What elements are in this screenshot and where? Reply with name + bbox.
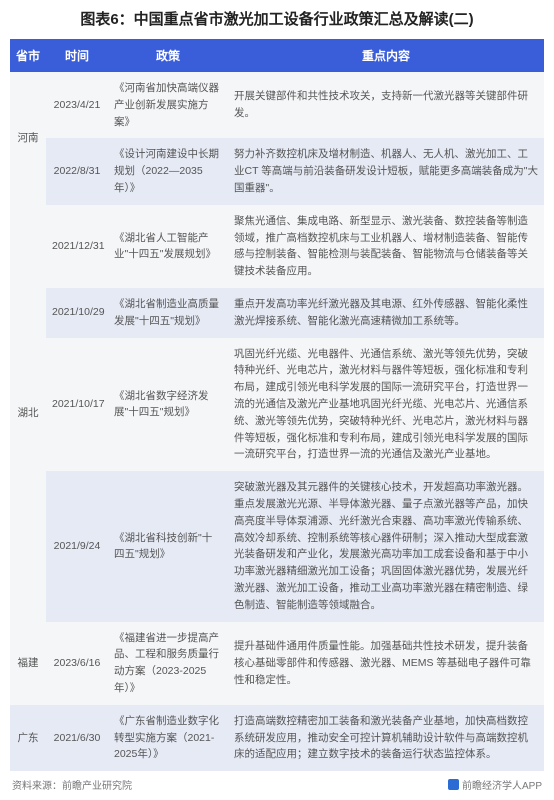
cell-province: 广东 <box>10 705 46 771</box>
cell-province: 福建 <box>10 622 46 705</box>
col-header-date: 时间 <box>46 39 108 72</box>
col-header-content: 重点内容 <box>228 39 544 72</box>
cell-content: 努力补齐数控机床及增材制造、机器人、无人机、激光加工、工业CT 等高端与前沿装备… <box>228 138 544 204</box>
cell-date: 2021/6/30 <box>46 705 108 771</box>
table-row: 2022/8/31《设计河南建设中长期规划（2022—2035年）》努力补齐数控… <box>10 138 544 204</box>
table-row: 福建2023/6/16《福建省进一步提高产品、工程和服务质量行动方案（2023-… <box>10 622 544 705</box>
cell-date: 2021/10/29 <box>46 288 108 338</box>
header-row: 省市 时间 政策 重点内容 <box>10 39 544 72</box>
cell-content: 巩固光纤光缆、光电器件、光通信系统、激光等领先优势，突破特种光纤、光电芯片，激光… <box>228 338 544 472</box>
cell-content: 提升基础件通用件质量性能。加强基础共性技术研发，提升装备核心基础零部件和传感器、… <box>228 622 544 705</box>
col-header-province: 省市 <box>10 39 46 72</box>
cell-date: 2023/6/16 <box>46 622 108 705</box>
brand-logo-icon <box>448 779 459 790</box>
cell-content: 聚焦光通信、集成电路、新型显示、激光装备、数控装备等制造领域，推广高档数控机床与… <box>228 205 544 288</box>
footer-brand: 前瞻经济学人APP <box>448 777 542 792</box>
footer: 资料来源：前瞻产业研究院 前瞻经济学人APP <box>10 777 544 792</box>
cell-content: 突破激光器及其元器件的关键核心技术，开发超高功率激光器。重点发展激光光源、半导体… <box>228 471 544 621</box>
policy-table: 省市 时间 政策 重点内容 河南2023/4/21《河南省加快高端仪器产业创新发… <box>10 39 544 771</box>
cell-policy: 《湖北省制造业高质量发展"十四五"规划》 <box>108 288 228 338</box>
cell-date: 2021/10/17 <box>46 338 108 472</box>
table-row: 河南2023/4/21《河南省加快高端仪器产业创新发展实施方案》开展关键部件和共… <box>10 72 544 138</box>
footer-source: 资料来源：前瞻产业研究院 <box>12 777 132 792</box>
cell-policy: 《湖北省数字经济发展"十四五"规划》 <box>108 338 228 472</box>
cell-policy: 《河南省加快高端仪器产业创新发展实施方案》 <box>108 72 228 138</box>
cell-policy: 《湖北省科技创新"十四五"规划》 <box>108 471 228 621</box>
table-container: 图表6：中国重点省市激光加工设备行业政策汇总及解读(二) 省市 时间 政策 重点… <box>0 0 554 800</box>
cell-policy: 《福建省进一步提高产品、工程和服务质量行动方案（2023-2025年）》 <box>108 622 228 705</box>
table-row: 2021/9/24《湖北省科技创新"十四五"规划》突破激光器及其元器件的关键核心… <box>10 471 544 621</box>
table-row: 2021/10/29《湖北省制造业高质量发展"十四五"规划》重点开发高功率光纤激… <box>10 288 544 338</box>
cell-content: 重点开发高功率光纤激光器及其电源、红外传感器、智能化柔性激光焊接系统、智能化激光… <box>228 288 544 338</box>
col-header-policy: 政策 <box>108 39 228 72</box>
cell-content: 打造高端数控精密加工装备和激光装备产业基地，加快高档数控系统研发应用，推动安全可… <box>228 705 544 771</box>
cell-province: 河南 <box>10 72 46 205</box>
footer-brand-text: 前瞻经济学人APP <box>462 777 542 792</box>
cell-content: 开展关键部件和共性技术攻关，支持新一代激光器等关键部件研发。 <box>228 72 544 138</box>
cell-policy: 《设计河南建设中长期规划（2022—2035年）》 <box>108 138 228 204</box>
cell-province: 湖北 <box>10 205 46 622</box>
cell-policy: 《湖北省人工智能产业"十四五"发展规划》 <box>108 205 228 288</box>
table-row: 广东2021/6/30《广东省制造业数字化转型实施方案（2021-2025年）》… <box>10 705 544 771</box>
cell-date: 2022/8/31 <box>46 138 108 204</box>
cell-date: 2021/9/24 <box>46 471 108 621</box>
table-row: 2021/10/17《湖北省数字经济发展"十四五"规划》巩固光纤光缆、光电器件、… <box>10 338 544 472</box>
chart-title: 图表6：中国重点省市激光加工设备行业政策汇总及解读(二) <box>10 8 544 29</box>
cell-date: 2023/4/21 <box>46 72 108 138</box>
table-row: 湖北2021/12/31《湖北省人工智能产业"十四五"发展规划》聚焦光通信、集成… <box>10 205 544 288</box>
cell-policy: 《广东省制造业数字化转型实施方案（2021-2025年）》 <box>108 705 228 771</box>
cell-date: 2021/12/31 <box>46 205 108 288</box>
